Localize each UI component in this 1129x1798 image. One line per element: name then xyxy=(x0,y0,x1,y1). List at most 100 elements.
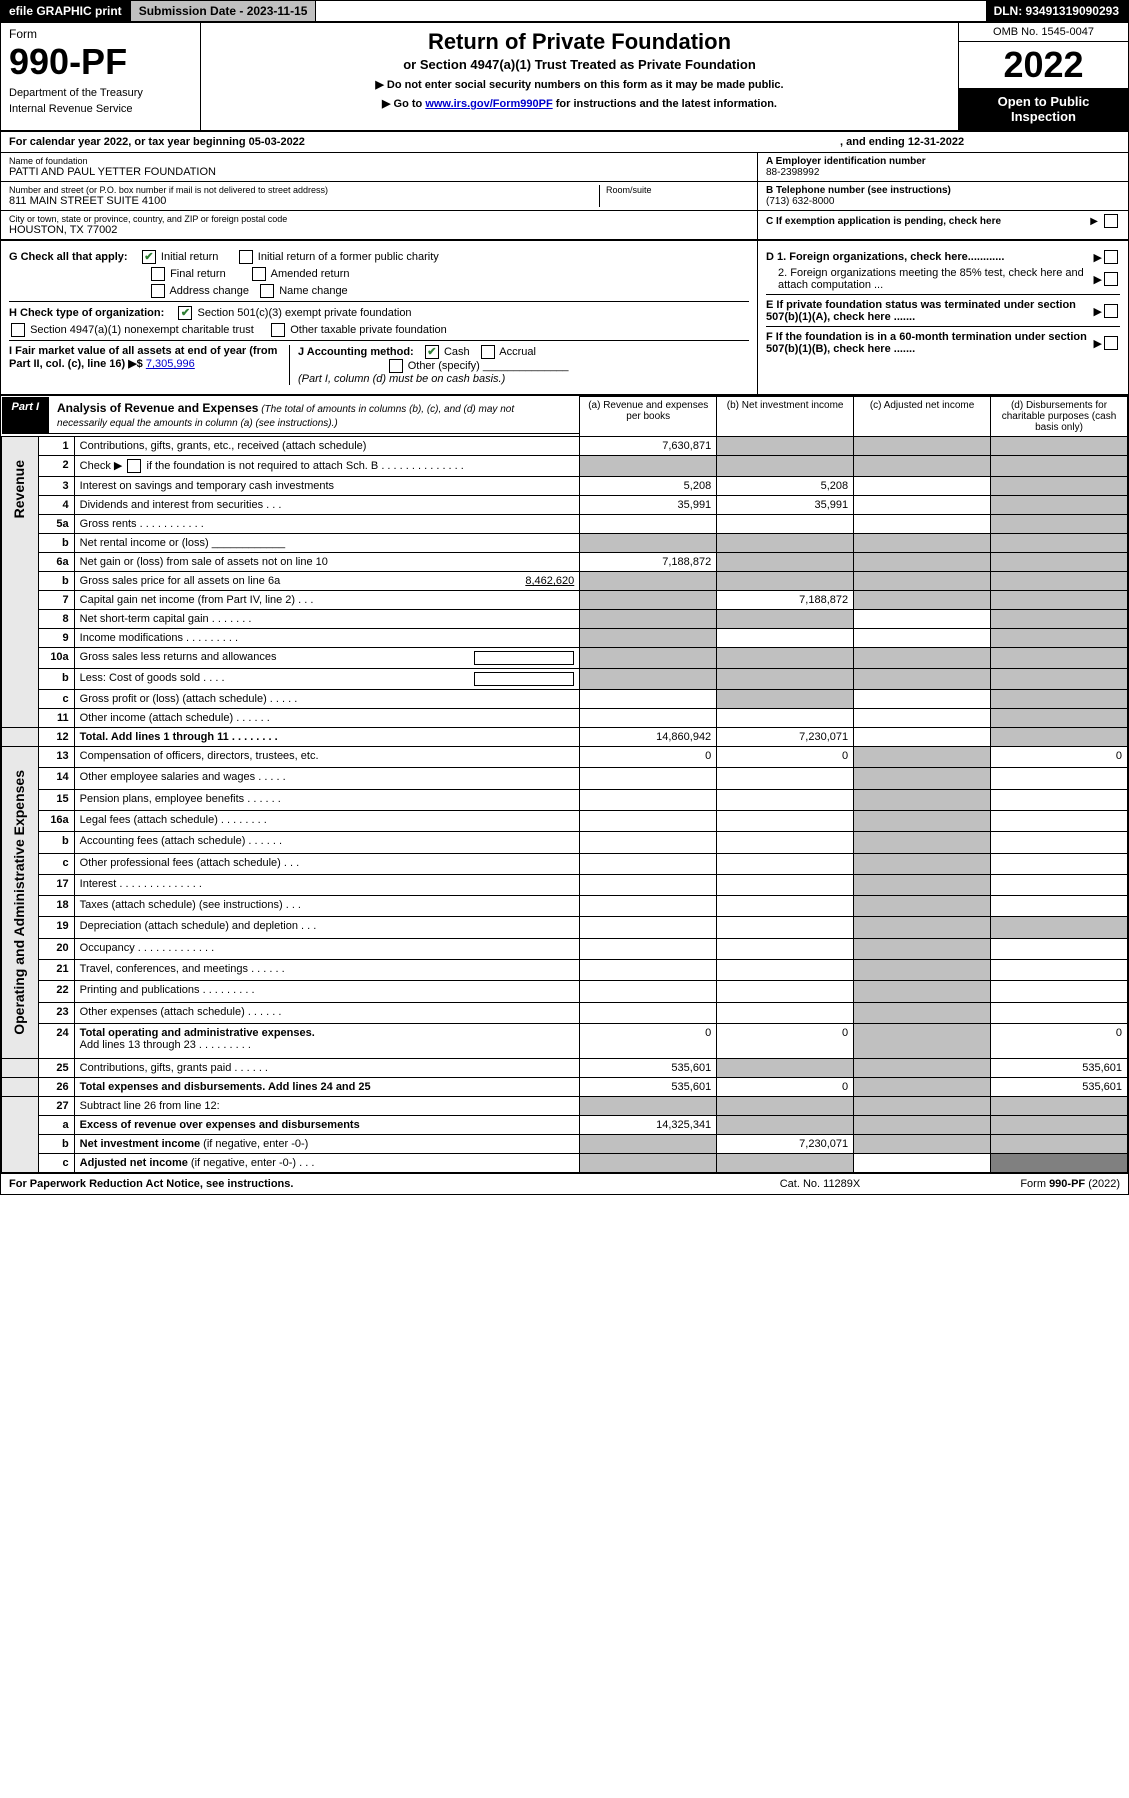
r14-a xyxy=(580,768,717,789)
initial-return-checkbox[interactable] xyxy=(142,250,156,264)
dept-treasury: Department of the Treasury xyxy=(9,87,192,99)
r27b-a xyxy=(580,1134,717,1153)
r3-desc: Interest on savings and temporary cash i… xyxy=(74,477,580,496)
row-16a: 16aLegal fees (attach schedule) . . . . … xyxy=(2,810,1128,831)
cash-checkbox[interactable] xyxy=(425,345,439,359)
r26-b: 0 xyxy=(717,1077,854,1096)
checks-section: G Check all that apply: Initial return I… xyxy=(1,241,1128,396)
r23-a xyxy=(580,1002,717,1023)
form-subtitle: or Section 4947(a)(1) Trust Treated as P… xyxy=(207,57,952,72)
r16c-c xyxy=(854,853,991,874)
r16c-desc: Other professional fees (attach schedule… xyxy=(74,853,580,874)
d2-checkbox[interactable] xyxy=(1104,272,1118,286)
row-20: 20Occupancy . . . . . . . . . . . . . xyxy=(2,938,1128,959)
d1-checkbox[interactable] xyxy=(1104,250,1118,264)
f-row: F If the foundation is in a 60-month ter… xyxy=(766,326,1120,355)
4947-checkbox[interactable] xyxy=(11,323,25,337)
calendar-year-row: For calendar year 2022, or tax year begi… xyxy=(1,132,1128,153)
g-row: G Check all that apply: Initial return I… xyxy=(9,250,749,264)
r23-d xyxy=(991,1002,1128,1023)
r6a-b xyxy=(717,553,854,572)
r14-d xyxy=(991,768,1128,789)
r16b-d xyxy=(991,832,1128,853)
addr-change-checkbox[interactable] xyxy=(151,284,165,298)
other-method-checkbox[interactable] xyxy=(389,359,403,373)
r23-c xyxy=(854,1002,991,1023)
r24-num: 24 xyxy=(38,1023,74,1058)
final-return-checkbox[interactable] xyxy=(151,267,165,281)
r16c-num: c xyxy=(38,853,74,874)
r10b-a xyxy=(580,669,717,690)
h-row2: Section 4947(a)(1) nonexempt charitable … xyxy=(9,323,749,337)
sch-b-checkbox[interactable] xyxy=(127,459,141,473)
r11-c xyxy=(854,709,991,728)
city-row: City or town, state or province, country… xyxy=(1,211,757,239)
r24-a: 0 xyxy=(580,1023,717,1058)
r7-c xyxy=(854,591,991,610)
row-10b: b Less: Cost of goods sold . . . . xyxy=(2,669,1128,690)
r6a-d xyxy=(991,553,1128,572)
r27c-d xyxy=(991,1153,1128,1172)
other-taxable-checkbox[interactable] xyxy=(271,323,285,337)
r2-c xyxy=(854,456,991,477)
r1-d xyxy=(991,437,1128,456)
fmv-value: 7,305,996 xyxy=(146,358,195,370)
dln: DLN: 93491319090293 xyxy=(986,1,1128,21)
r10c-num: c xyxy=(38,690,74,709)
c-checkbox[interactable] xyxy=(1104,214,1118,228)
r4-b: 35,991 xyxy=(717,496,854,515)
r19-a xyxy=(580,917,717,938)
h-501c3: Section 501(c)(3) exempt private foundat… xyxy=(198,307,412,319)
d1-row: D 1. Foreign organizations, check here..… xyxy=(766,250,1120,264)
j-other: Other (specify) xyxy=(408,360,480,372)
revenue-side: Revenue xyxy=(2,437,39,728)
r15-b xyxy=(717,789,854,810)
r23-b xyxy=(717,1002,854,1023)
r2-d xyxy=(991,456,1128,477)
e-label: E If private foundation status was termi… xyxy=(766,299,1094,323)
r17-d xyxy=(991,874,1128,895)
h-other: Other taxable private foundation xyxy=(290,324,447,336)
r10c-c xyxy=(854,690,991,709)
g-addr: Address change xyxy=(169,285,249,297)
amended-return-checkbox[interactable] xyxy=(252,267,266,281)
r2-num: 2 xyxy=(38,456,74,477)
cat-no: Cat. No. 11289X xyxy=(720,1178,920,1190)
r5b-desc: Net rental income or (loss) ____________ xyxy=(74,534,580,553)
initial-former-checkbox[interactable] xyxy=(239,250,253,264)
r6b-c xyxy=(854,572,991,591)
e-checkbox[interactable] xyxy=(1104,304,1118,318)
r5a-desc: Gross rents . . . . . . . . . . . xyxy=(74,515,580,534)
r17-num: 17 xyxy=(38,874,74,895)
r24-b: 0 xyxy=(717,1023,854,1058)
r27a-num: a xyxy=(38,1115,74,1134)
j-label: J Accounting method: xyxy=(298,346,414,358)
irs-link[interactable]: www.irs.gov/Form990PF xyxy=(425,98,552,110)
f-checkbox[interactable] xyxy=(1104,336,1118,350)
name-change-checkbox[interactable] xyxy=(260,284,274,298)
501c3-checkbox[interactable] xyxy=(178,306,192,320)
r27b-c xyxy=(854,1134,991,1153)
accrual-checkbox[interactable] xyxy=(481,345,495,359)
r5b-c xyxy=(854,534,991,553)
part1-title-block: Analysis of Revenue and Expenses (The to… xyxy=(49,397,549,433)
r25-d: 535,601 xyxy=(991,1058,1128,1077)
r6b-num: b xyxy=(38,572,74,591)
r5a-b xyxy=(717,515,854,534)
tax-year-begin: For calendar year 2022, or tax year begi… xyxy=(9,136,840,148)
d2-label: 2. Foreign organizations meeting the 85%… xyxy=(778,267,1094,291)
r18-a xyxy=(580,896,717,917)
r17-a xyxy=(580,874,717,895)
r17-c xyxy=(854,874,991,895)
row-23: 23Other expenses (attach schedule) . . .… xyxy=(2,1002,1128,1023)
r10a-c xyxy=(854,648,991,669)
r12-c xyxy=(854,728,991,747)
part1-title: Analysis of Revenue and Expenses xyxy=(57,401,258,415)
r20-c xyxy=(854,938,991,959)
j-accrual: Accrual xyxy=(499,346,536,358)
r2-b xyxy=(717,456,854,477)
r20-b xyxy=(717,938,854,959)
exemption-pending-row: C If exemption application is pending, c… xyxy=(758,211,1128,231)
note2-post: for instructions and the latest informat… xyxy=(553,98,777,110)
r27a-desc: Excess of revenue over expenses and disb… xyxy=(74,1115,580,1134)
